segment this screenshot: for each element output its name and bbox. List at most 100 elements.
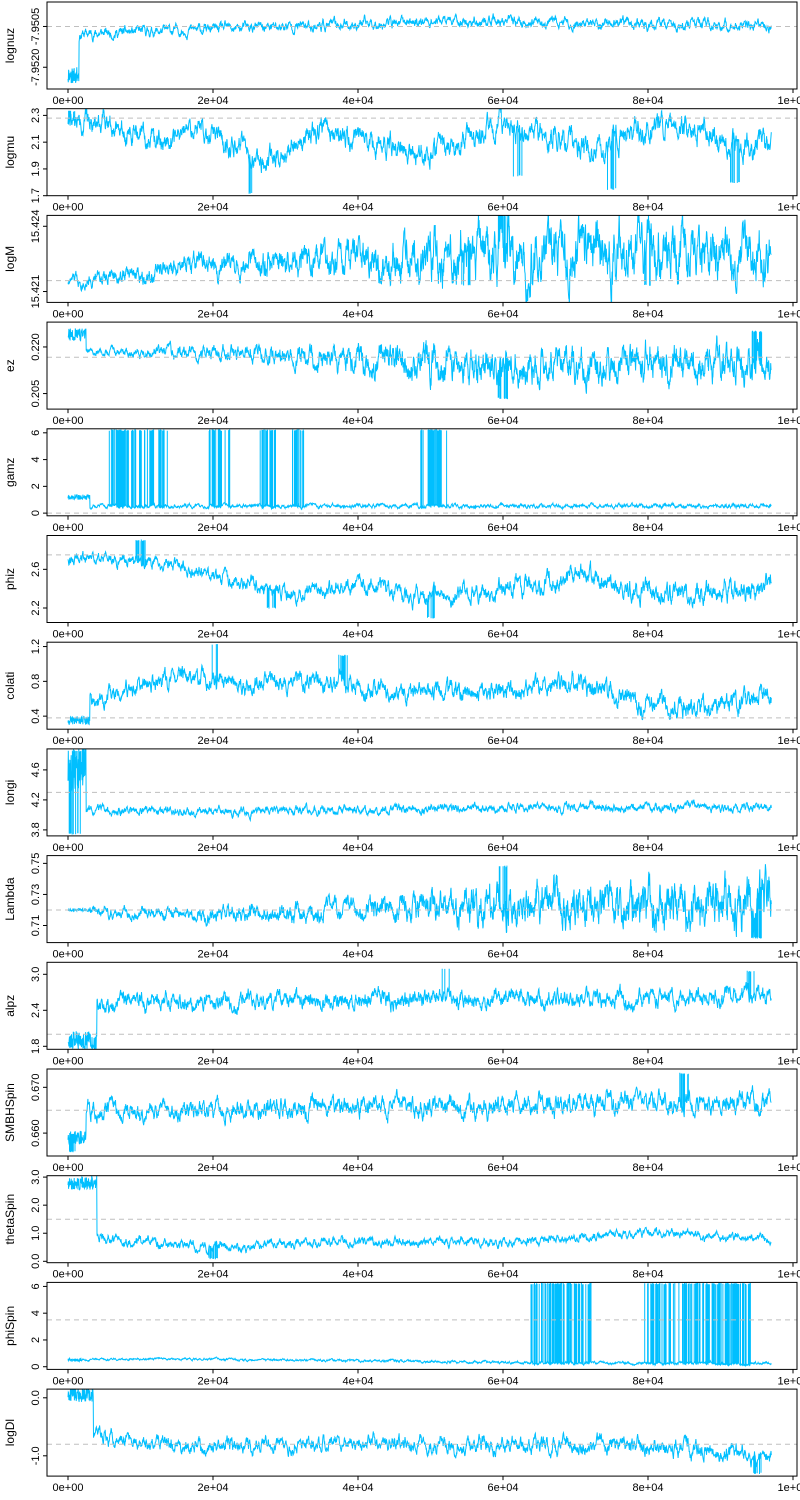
x-tick-label: 0e+00 [53,308,84,320]
y-tick-label: 1.2 [30,639,42,654]
x-tick-label: 0e+00 [53,95,84,107]
x-tick-label: 8e+04 [633,1269,664,1281]
y-tick-label: 2.2 [30,600,42,615]
x-tick-label: 2e+04 [198,1162,229,1174]
x-tick-label: 0e+00 [53,1055,84,1067]
y-tick-label: 2.3 [30,108,42,123]
x-tick-label: 1e+05 [778,629,800,641]
trace-line-logmu [67,108,772,194]
x-tick-label: 0e+00 [53,1269,84,1281]
x-tick-label: 0e+00 [53,415,84,427]
trace-line-thetaSpin [67,1175,772,1260]
x-tick-label: 6e+04 [488,1162,519,1174]
trace-line-colati [67,644,772,726]
y-tick-label: 3.0 [30,967,42,982]
y-tick-label: 2 [30,483,42,489]
y-axis-label: logmu [3,136,17,169]
x-tick-label: 6e+04 [488,1375,519,1387]
y-tick-label: 2.0 [30,1198,42,1213]
trace-panel-Lambda: 0.71 0.73 0.75 Lambda 0e+00 2e+04 4e+04 6e+04 8e… [3,853,800,961]
x-tick-label: 4e+04 [343,1162,374,1174]
x-tick-label: 4e+04 [343,95,374,107]
x-tick-label: 0e+00 [53,522,84,534]
panel-frame [46,108,798,197]
y-tick-label: 1.0 [30,1226,42,1241]
y-tick-label: 6 [30,1283,42,1289]
x-tick-label: 4e+04 [343,1482,374,1494]
x-tick-label: 6e+04 [488,949,519,961]
x-tick-label: 1e+05 [778,842,800,854]
x-tick-label: 4e+04 [343,1055,374,1067]
y-tick-label: 15.424 [30,209,42,243]
y-tick-label: 0.4 [30,709,42,724]
x-tick-label: 0e+00 [53,1375,84,1387]
x-tick-label: 1e+05 [778,1055,800,1067]
y-tick-label: 4 [30,1310,42,1316]
y-tick-label: 2.1 [30,135,42,150]
x-tick-label: 6e+04 [488,415,519,427]
x-tick-label: 4e+04 [343,949,374,961]
y-tick-label: 1.9 [30,161,42,176]
y-axis-label: logM [3,246,17,272]
panel-frame [46,428,798,517]
trace-panel-gamz: 0 2 4 6 gamz 0e+00 2e+04 4e+04 6e+04 8e+04 1e+05 [3,428,800,534]
x-tick-label: 8e+04 [633,415,664,427]
y-tick-label: 0.8 [30,674,42,689]
x-tick-label: 6e+04 [488,1482,519,1494]
trace-line-lognuz [67,12,772,84]
y-axis-label: alpz [3,995,17,1017]
trace-panel-thetaSpin: 0.0 1.0 2.0 3.0 thetaSpin 0e+00 2e+04 4e+04 6e+0… [3,1169,800,1280]
x-tick-label: 2e+04 [198,522,229,534]
y-tick-label: 0 [30,510,42,516]
y-tick-label: 0.75 [30,853,42,874]
x-tick-label: 8e+04 [633,629,664,641]
y-tick-label: 0.0 [30,1390,42,1405]
panel-frame [46,748,798,837]
x-tick-label: 1e+05 [778,308,800,320]
y-tick-label: 0.0 [30,1254,42,1269]
x-tick-label: 6e+04 [488,629,519,641]
panel-frame [46,855,798,944]
y-axis-label: Lambda [3,877,17,921]
x-tick-label: 8e+04 [633,308,664,320]
y-tick-label: 4.6 [30,762,42,777]
trace-panel-logmu: 1.7 1.9 2.1 2.3 logmu 0e+00 2e+04 4e+04 6e+04 8e+… [3,108,800,214]
trace-panel-logDl: -1.0 0.0 logDl 0e+00 2e+04 4e+04 6e+04 8e+04 1e+… [3,1388,800,1494]
x-tick-label: 4e+04 [343,735,374,747]
panel-frame [46,1068,798,1157]
trace-line-phiz [67,539,772,619]
panel-frame [46,214,798,303]
x-tick-label: 2e+04 [198,1482,229,1494]
y-axis-label: gamz [3,458,17,487]
panel-frame [46,1388,798,1477]
x-tick-label: 2e+04 [198,949,229,961]
y-tick-label: 0.670 [30,1074,42,1102]
x-tick-label: 2e+04 [198,629,229,641]
panel-frame [46,321,798,410]
y-axis-label: lognuz [3,28,17,63]
y-tick-label: 0.73 [30,884,42,905]
x-tick-label: 8e+04 [633,1482,664,1494]
x-tick-label: 6e+04 [488,308,519,320]
y-tick-label: 6 [30,430,42,436]
y-tick-label: 0.220 [30,333,42,361]
x-tick-label: 0e+00 [53,842,84,854]
x-tick-label: 4e+04 [343,415,374,427]
trace-line-gamz [67,429,772,511]
trace-panel-SMBHSpin: 0.660 0.670 SMBHSpin 0e+00 2e+04 4e+04 6e+04 8e… [3,1068,800,1174]
x-tick-label: 2e+04 [198,202,229,214]
y-tick-label: 15.421 [30,275,42,309]
x-tick-label: 1e+05 [778,1482,800,1494]
x-tick-label: 8e+04 [633,1055,664,1067]
y-tick-label: 4 [30,457,42,463]
x-tick-label: 2e+04 [198,735,229,747]
x-tick-label: 1e+05 [778,95,800,107]
trace-panel-lognuz: -7.9520 -7.9505 lognuz 0e+00 2e+04 4e+04 6e+04… [3,1,800,107]
trace-panel-logM: 15.421 15.424 logM 0e+00 2e+04 4e+04 6e+04 8e+0… [3,209,800,320]
y-tick-label: 0.660 [30,1119,42,1147]
x-tick-label: 2e+04 [198,415,229,427]
y-tick-label: 2.4 [30,1003,42,1018]
x-tick-label: 6e+04 [488,522,519,534]
x-tick-label: 4e+04 [343,1269,374,1281]
trace-panel-phiSpin: 0 2 4 6 phiSpin 0e+00 2e+04 4e+04 6e+04 8e+04 1e+0… [3,1281,800,1387]
